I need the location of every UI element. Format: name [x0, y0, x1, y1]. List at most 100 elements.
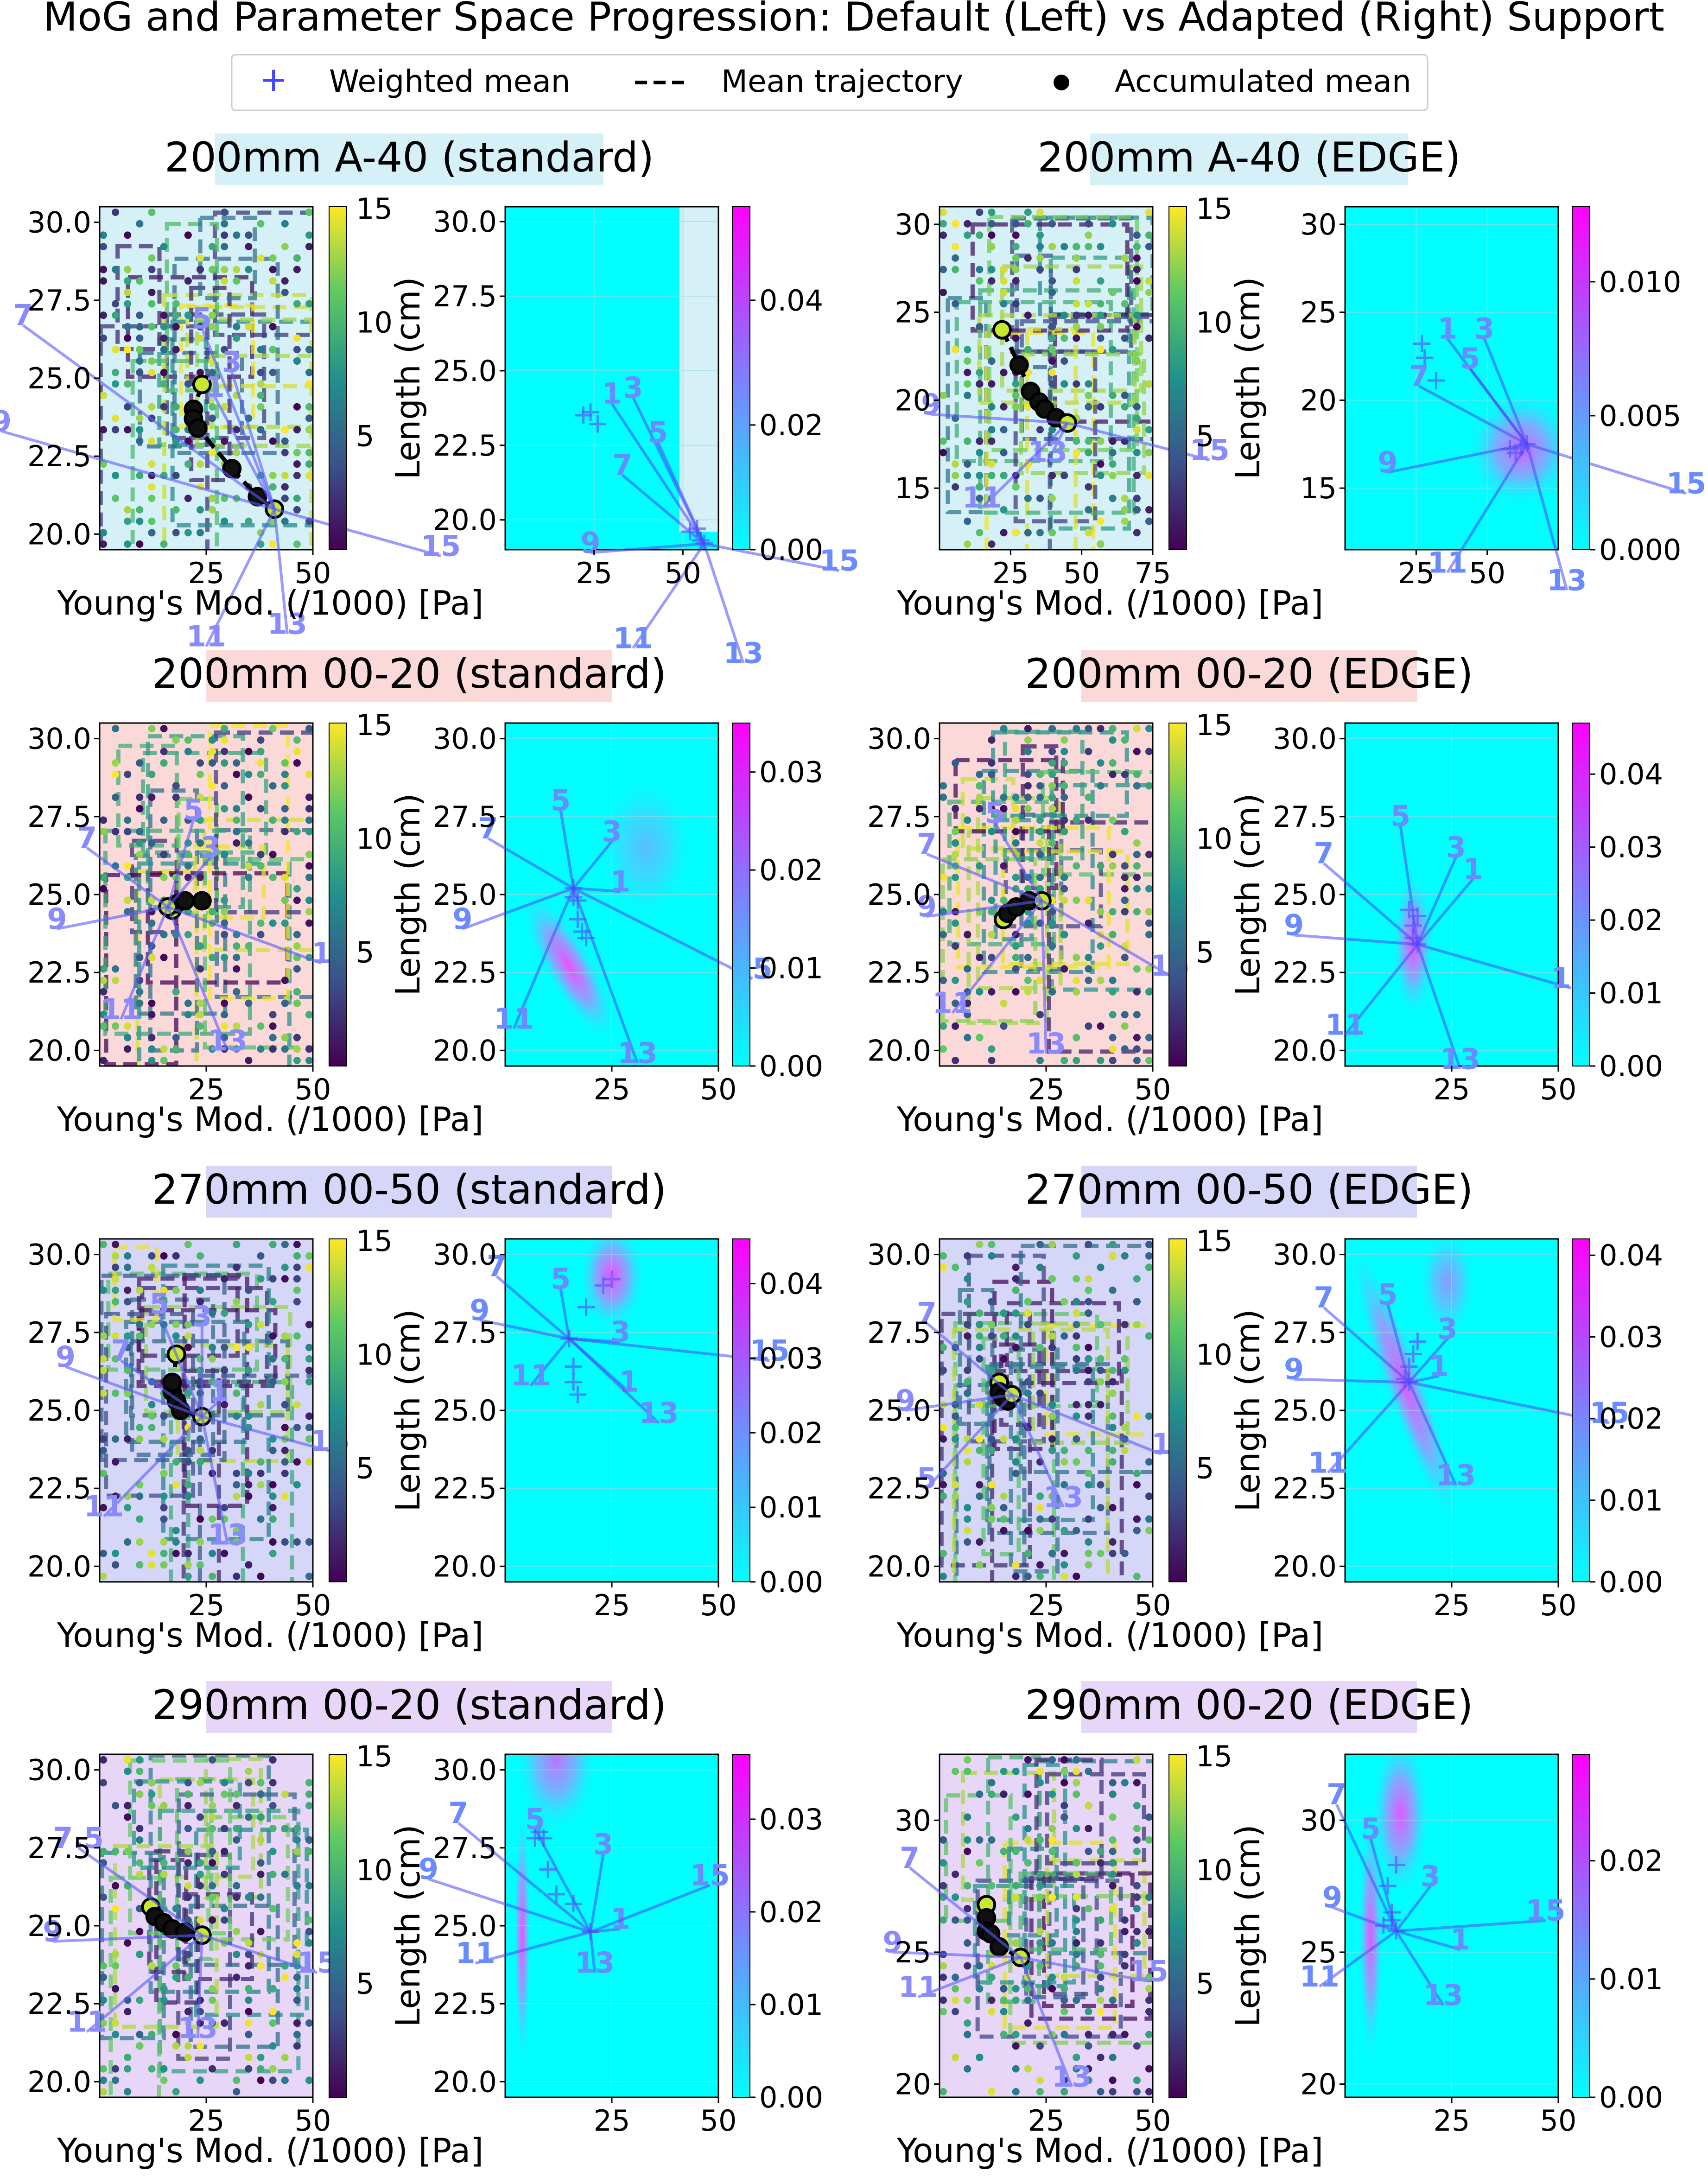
- sample-dot: [1012, 231, 1020, 239]
- sample-dot: [269, 816, 277, 824]
- sample-dot: [233, 2076, 241, 2084]
- sample-dot: [305, 449, 313, 457]
- sample-dot: [1000, 506, 1008, 514]
- sample-dot: [1109, 2031, 1117, 2038]
- sample-dot: [1048, 908, 1056, 916]
- sample-dot: [1073, 1332, 1080, 1340]
- sample-dot: [305, 1252, 313, 1260]
- sample-dot: [136, 1836, 144, 1844]
- sample-dot: [172, 1320, 180, 1328]
- sample-dot: [1024, 254, 1032, 262]
- sample-dot: [245, 793, 253, 801]
- sample-dot: [1133, 1825, 1141, 1833]
- sample-dot: [976, 437, 984, 445]
- iteration-label: 13: [1440, 1042, 1480, 1076]
- iteration-label: 9: [56, 1340, 76, 1374]
- sample-dot: [1085, 1847, 1092, 1855]
- sample-dot: [257, 1870, 265, 1878]
- iteration-arrow: [589, 1932, 597, 1973]
- iteration-arrow: [158, 1313, 203, 1417]
- sample-dot: [184, 850, 192, 858]
- sample-dot: [233, 1022, 241, 1030]
- sample-dot: [196, 1298, 204, 1306]
- sample-dot: [112, 1962, 120, 1970]
- sample-dot: [136, 1996, 144, 2004]
- iteration-arrow: [1408, 1338, 1449, 1384]
- sample-dot: [1109, 1252, 1117, 1260]
- sample-dot: [184, 1916, 192, 1924]
- sample-dot: [1073, 1825, 1080, 1833]
- sample-dot: [1145, 1893, 1153, 1901]
- iteration-label: 5: [551, 1262, 571, 1296]
- sample-dot: [976, 483, 984, 491]
- sample-dot: [245, 1469, 253, 1477]
- sample-dot: [988, 828, 996, 836]
- sample-dot: [221, 759, 229, 767]
- sample-dot: [1073, 1344, 1080, 1352]
- sample-dot: [1048, 380, 1056, 388]
- support-box: [1007, 1847, 1059, 1938]
- legend-label-weighted-mean: Weighted mean: [329, 63, 571, 99]
- sample-dot: [233, 1882, 241, 1890]
- sample-dot: [293, 300, 301, 308]
- sample-dot: [293, 759, 301, 767]
- sample-dot: [100, 828, 107, 836]
- sample-dot: [160, 1435, 168, 1443]
- sample-dot: [293, 1996, 301, 2004]
- iteration-label: 11: [898, 1970, 938, 2004]
- iteration-label: 9: [1322, 1880, 1342, 1914]
- density-colorbar-tick-label: 0.010: [1599, 265, 1682, 299]
- sample-dot: [1109, 736, 1117, 744]
- weighted-mean-marker: +: [586, 407, 609, 440]
- subplot-title: 200mm A-40 (standard): [165, 133, 654, 181]
- sample-dot: [100, 311, 107, 319]
- sample-dot: [184, 2042, 192, 2050]
- support-box: [193, 844, 266, 920]
- sample-dot: [100, 266, 107, 273]
- sample-dot: [293, 1481, 301, 1489]
- density-panel: ++++++53179111315255020.022.525.027.530.…: [388, 722, 823, 1106]
- sample-dot: [233, 953, 241, 961]
- y-tick-label: 22.5: [27, 1987, 91, 2021]
- sample-dot: [964, 2031, 971, 2038]
- sample-dot: [269, 1538, 277, 1546]
- sample-dot: [160, 1045, 168, 1053]
- sample-dot: [1133, 323, 1141, 330]
- sample-dot: [209, 311, 216, 319]
- sample-dot: [269, 1904, 277, 1912]
- sample-dot: [964, 392, 971, 400]
- iteration-label: 3: [593, 1827, 613, 1861]
- sample-dot: [148, 793, 156, 801]
- sample-dot: [245, 873, 253, 881]
- sample-dot: [940, 231, 947, 239]
- sample-dot: [1145, 380, 1153, 388]
- sample-dot: [281, 437, 289, 445]
- iteration-arrow: [573, 887, 621, 893]
- sample-dot: [952, 300, 959, 308]
- sample-dot: [257, 1779, 265, 1787]
- sample-dot: [269, 346, 277, 354]
- sample-dot: [209, 1802, 216, 1809]
- sample-dot: [1109, 1904, 1117, 1912]
- sample-dot: [1085, 1904, 1092, 1912]
- sample-dot: [136, 506, 144, 514]
- sample-dot: [124, 1344, 132, 1352]
- sample-dot: [1024, 1549, 1032, 1557]
- sample-dot: [112, 2076, 120, 2084]
- iteration-arrow: [462, 887, 574, 930]
- support-box: [1015, 254, 1053, 369]
- sample-dot: [1085, 977, 1092, 984]
- sample-dot: [1097, 908, 1105, 916]
- sample-dot: [1073, 1527, 1080, 1535]
- sample-dot: [281, 759, 289, 767]
- sample-dot: [1085, 392, 1092, 400]
- sample-dot: [964, 1939, 971, 1947]
- sample-dot: [124, 770, 132, 778]
- iteration-arrow: [1344, 943, 1419, 1036]
- sample-dot: [112, 1252, 120, 1260]
- sample-dot: [1012, 1767, 1020, 1775]
- figure-title: MoG and Parameter Space Progression: Def…: [43, 0, 1664, 40]
- sample-dot: [1060, 896, 1068, 904]
- sample-dot: [172, 2031, 180, 2038]
